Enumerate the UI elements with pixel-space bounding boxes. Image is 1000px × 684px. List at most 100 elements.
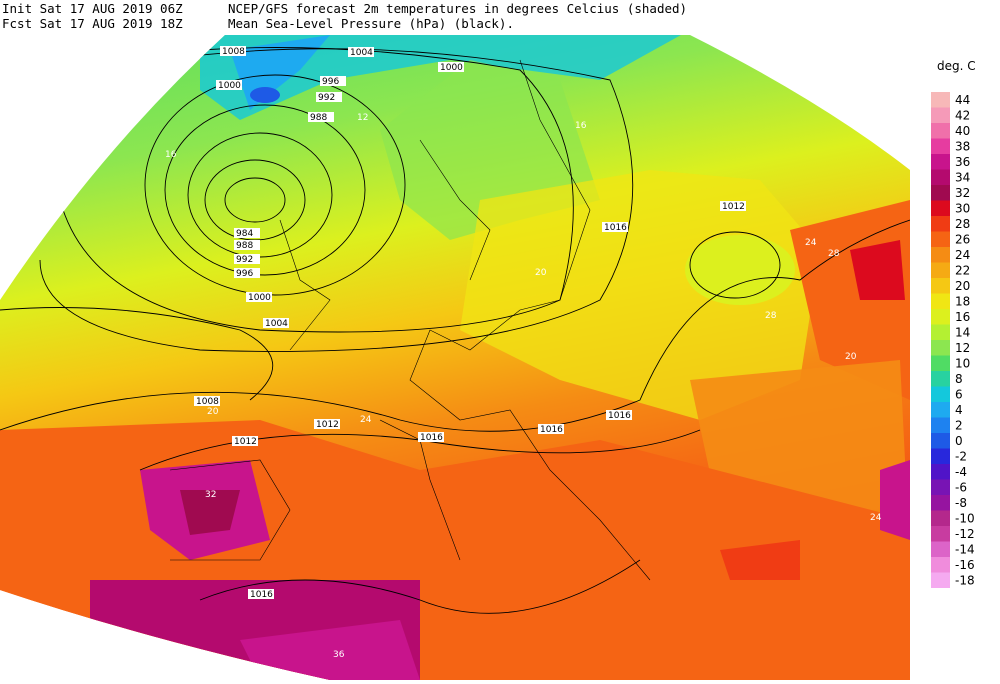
legend-label: -4 — [955, 465, 967, 479]
temperature-label: 16 — [575, 121, 587, 131]
legend-label: -2 — [955, 450, 967, 464]
isobar-label-bg — [538, 424, 564, 434]
isobar-label: 996 — [236, 269, 253, 279]
isobar-label: 1008 — [222, 47, 245, 57]
legend-label: 30 — [955, 202, 970, 216]
temperature-label: 24 — [805, 238, 817, 248]
legend-swatch — [931, 231, 950, 247]
isobar-label-bg — [246, 292, 272, 302]
temperature-label: 20 — [535, 268, 547, 278]
temperature-label: 24 — [870, 513, 882, 523]
isobar-label-bg — [234, 228, 260, 238]
legend-swatch — [931, 510, 950, 526]
legend-swatch — [931, 557, 950, 573]
legend-label: 14 — [955, 326, 970, 340]
legend-label: 16 — [955, 310, 970, 324]
temperature-label: 12 — [357, 113, 368, 123]
legend-label: 20 — [955, 279, 970, 293]
isobar-label-bg — [602, 222, 628, 232]
legend-label: 28 — [955, 217, 970, 231]
legend-swatch — [931, 278, 950, 294]
legend-label: 44 — [955, 93, 970, 107]
legend-swatch — [931, 340, 950, 356]
isobar-label-bg — [606, 410, 632, 420]
legend-swatch — [931, 309, 950, 325]
legend-swatch — [931, 355, 950, 371]
legend-swatch — [931, 495, 950, 511]
isobar-label: 1016 — [604, 223, 627, 233]
legend-label: 32 — [955, 186, 970, 200]
isobar-label: 1000 — [440, 63, 463, 73]
legend-label: 0 — [955, 434, 963, 448]
isobar-label-bg — [308, 112, 334, 122]
isobar-label: 1004 — [350, 48, 373, 58]
legend-swatch — [931, 324, 950, 340]
isobar-label-bg — [194, 396, 220, 406]
legend-label: 6 — [955, 388, 963, 402]
isobar-label-bg — [248, 589, 274, 599]
legend-label: 38 — [955, 140, 970, 154]
legend-label: -14 — [955, 543, 975, 557]
isobar-label: 1008 — [196, 397, 219, 407]
legend-swatch — [931, 185, 950, 201]
legend-label: -10 — [955, 512, 975, 526]
legend-swatch — [931, 402, 950, 418]
legend-label: 34 — [955, 171, 970, 185]
isobar-label: 992 — [318, 93, 335, 103]
isobar-label-bg — [234, 240, 260, 250]
legend-swatch — [931, 386, 950, 402]
map — [0, 35, 910, 680]
legend-swatch — [931, 526, 950, 542]
temperature-label: 32 — [205, 490, 216, 500]
isobar-label-bg — [234, 268, 260, 278]
legend-swatch — [931, 216, 950, 232]
isobar-label-bg — [234, 254, 260, 264]
isobar-label: 988 — [236, 241, 253, 251]
legend-swatch — [931, 448, 950, 464]
legend-label: 40 — [955, 124, 970, 138]
legend-label: 36 — [955, 155, 970, 169]
legend-label: 42 — [955, 109, 970, 123]
legend-label: 2 — [955, 419, 963, 433]
legend-swatch — [931, 138, 950, 154]
legend-label: 12 — [955, 341, 970, 355]
isobar-label: 988 — [310, 113, 327, 123]
legend-label: 8 — [955, 372, 963, 386]
subtitle: Mean Sea-Level Pressure (hPa) (black). — [228, 16, 514, 31]
contour-labels: 1008 1004 1000 1000 996 992 988 984 988 992 996 100… — [165, 46, 882, 660]
isobar-label: 1016 — [250, 590, 273, 600]
isobar-label: 1016 — [608, 411, 631, 421]
legend-swatch — [931, 262, 950, 278]
isobar-label-bg — [418, 432, 444, 442]
legend-swatch — [931, 123, 950, 139]
forecast-time: Fcst Sat 17 AUG 2019 18Z — [2, 16, 183, 31]
legend-swatch — [931, 417, 950, 433]
header: Init Sat 17 AUG 2019 06Z Fcst Sat 17 AUG… — [2, 1, 687, 31]
legend-label: 10 — [955, 357, 970, 371]
legend-swatch — [931, 371, 950, 387]
legend-swatch — [931, 154, 950, 170]
isobar-label-bg — [220, 46, 246, 56]
isobar-label-bg — [232, 436, 258, 446]
temperature-label: 16 — [165, 150, 177, 160]
init-time: Init Sat 17 AUG 2019 06Z — [2, 1, 183, 16]
isobar-label: 1000 — [248, 293, 271, 303]
isobar-label-bg — [263, 318, 289, 328]
legend-label: -6 — [955, 481, 967, 495]
isobar-label-bg — [438, 62, 464, 72]
temperature-label: 20 — [207, 407, 219, 417]
legend-swatch — [931, 107, 950, 123]
legend-label: 18 — [955, 295, 970, 309]
legend-swatch — [931, 92, 950, 108]
legend-title: deg. C — [937, 59, 976, 73]
isobar-label: 992 — [236, 255, 253, 265]
legend-label: 26 — [955, 233, 970, 247]
isobar-label-bg — [314, 419, 340, 429]
legend-label: -12 — [955, 527, 975, 541]
isobar-label-bg — [720, 201, 746, 211]
legend-swatch — [931, 541, 950, 557]
temperature-label: 24 — [360, 415, 372, 425]
isobar-label-bg — [216, 80, 242, 90]
isobar-label: 1016 — [540, 425, 563, 435]
legend-swatch — [931, 247, 950, 263]
